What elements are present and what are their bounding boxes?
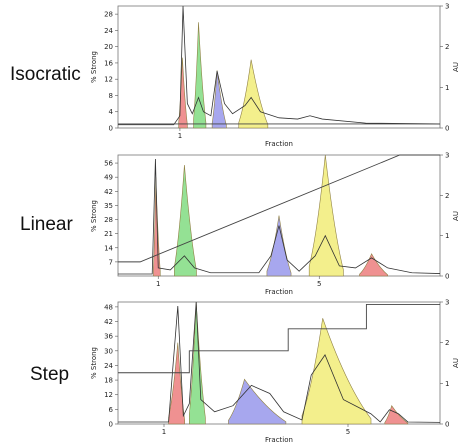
right-tick-label: 1 (445, 84, 449, 92)
left-tick-label: 28 (104, 11, 113, 19)
left-tick-label: 7 (109, 258, 113, 266)
left-tick-label: 48 (104, 303, 113, 311)
uv-trace (118, 159, 441, 275)
right-tick-label: 0 (445, 125, 449, 133)
left-tick-label: 42 (104, 318, 113, 326)
left-tick-label: 30 (104, 347, 113, 355)
right-axis-label: AU (452, 358, 460, 368)
x-axis-label: Fraction (265, 140, 293, 148)
peak-3 (211, 70, 227, 129)
right-tick-label: 1 (445, 232, 449, 240)
left-axis-label: % Strong (90, 347, 98, 379)
x-axis-label: Fraction (265, 436, 293, 444)
left-tick-label: 12 (104, 391, 113, 399)
peak-5 (359, 253, 388, 277)
left-tick-label: 42 (104, 188, 113, 196)
peak-3 (228, 378, 287, 425)
left-tick-label: 56 (104, 160, 113, 168)
x-axis-label: Fraction (265, 288, 293, 296)
right-tick-label: 3 (445, 3, 449, 11)
row-label-isocratic: Isocratic (10, 64, 81, 85)
peak-3 (266, 215, 292, 277)
right-axis-label: AU (452, 211, 460, 221)
left-tick-label: 28 (104, 216, 113, 224)
left-tick-label: 12 (104, 76, 113, 84)
left-tick-label: 14 (104, 244, 113, 252)
row-label-step: Step (30, 364, 69, 385)
x-tick-label: 1 (156, 280, 160, 288)
right-tick-label: 0 (445, 273, 449, 281)
right-tick-label: 3 (445, 152, 449, 160)
panel-step: % Strong AU Fraction 0612182430364248012… (90, 299, 460, 445)
peak-4 (301, 318, 372, 425)
left-axis-label: % Strong (90, 51, 98, 83)
left-tick-label: 0 (109, 421, 113, 429)
left-tick-label: 49 (104, 174, 113, 182)
uv-trace (118, 5, 441, 126)
right-tick-label: 0 (445, 421, 449, 429)
left-tick-label: 18 (104, 377, 113, 385)
panel-linear: % Strong AU Fraction 7142128354249560123… (90, 152, 460, 297)
left-tick-label: 35 (104, 202, 113, 210)
peak-2 (174, 165, 197, 277)
left-tick-label: 8 (109, 92, 113, 100)
peak-4 (308, 154, 344, 277)
gradient-line (118, 303, 440, 374)
gradient-line (118, 154, 440, 263)
right-tick-label: 1 (445, 380, 449, 388)
x-tick-label: 5 (317, 280, 321, 288)
right-axis-label: AU (452, 62, 460, 72)
right-tick-label: 2 (445, 43, 449, 51)
peak-4 (238, 59, 269, 129)
right-tick-label: 2 (445, 192, 449, 200)
left-tick-label: 6 (109, 406, 114, 414)
peak-1 (178, 57, 188, 129)
plot-frame (117, 5, 441, 129)
x-tick-label: 5 (346, 428, 350, 436)
x-tick-label: 1 (178, 132, 182, 140)
uv-trace (118, 301, 441, 423)
left-tick-label: 21 (104, 230, 113, 238)
left-tick-label: 20 (104, 43, 113, 51)
left-tick-label: 0 (109, 125, 113, 133)
row-label-linear: Linear (20, 214, 73, 235)
left-tick-label: 24 (104, 362, 113, 370)
peak-1 (168, 342, 185, 425)
left-tick-label: 4 (109, 108, 114, 116)
left-axis-label: % Strong (90, 200, 98, 232)
right-tick-label: 2 (445, 339, 449, 347)
left-tick-label: 16 (104, 59, 113, 67)
left-tick-label: 24 (104, 27, 113, 35)
x-tick-label: 1 (162, 428, 166, 436)
right-tick-label: 3 (445, 299, 449, 307)
left-tick-label: 36 (104, 333, 113, 341)
